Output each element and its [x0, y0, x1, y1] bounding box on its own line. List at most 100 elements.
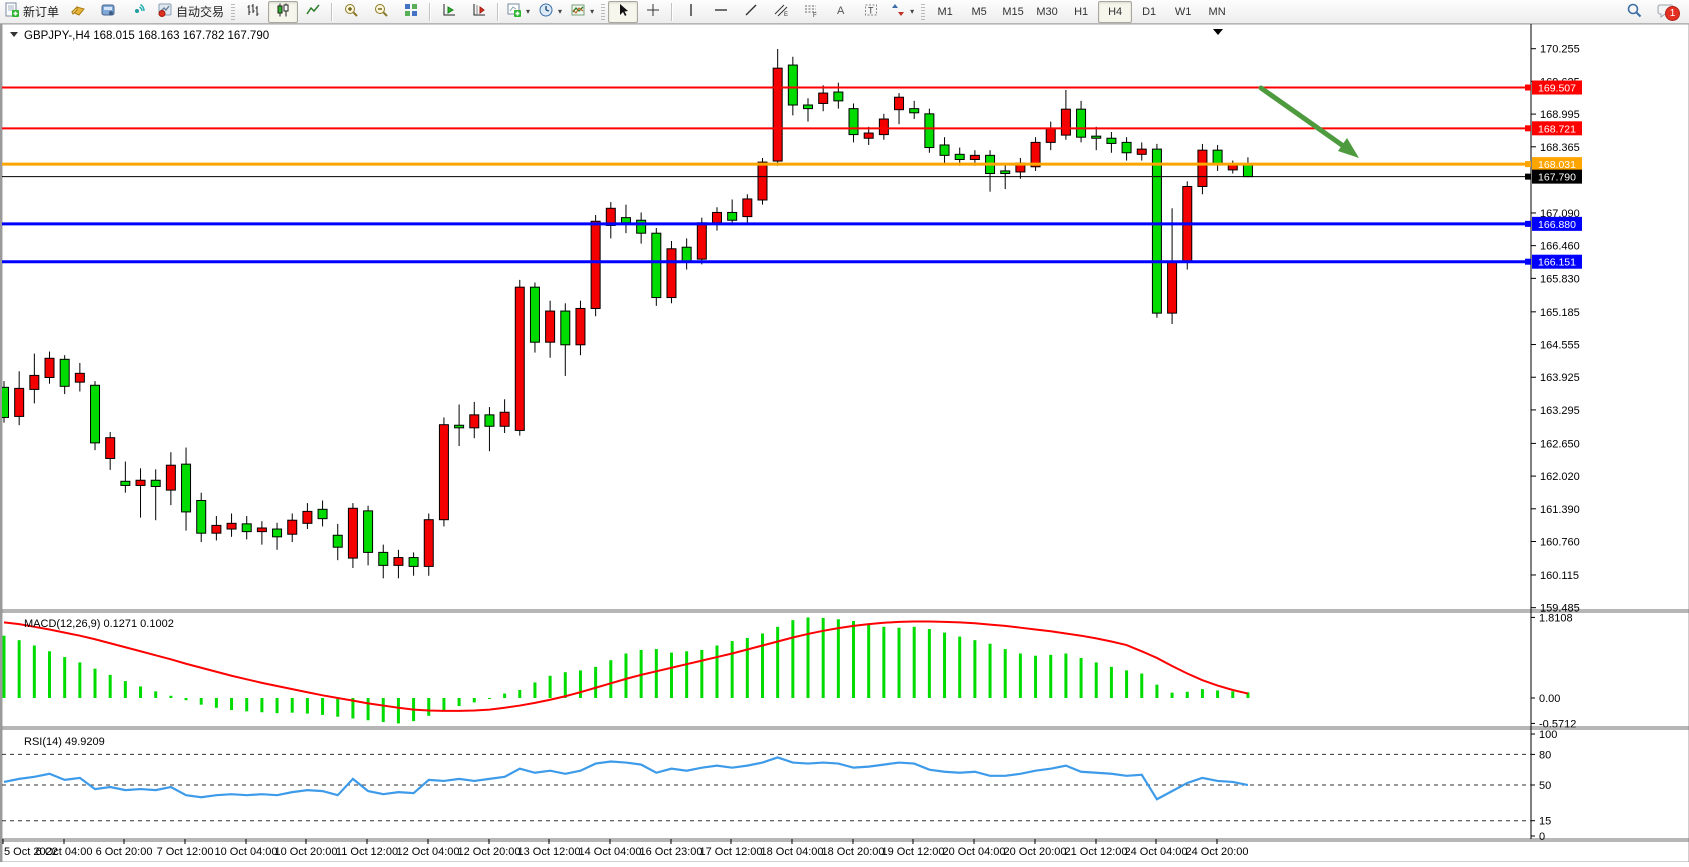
- shapes-icon: [890, 2, 906, 21]
- shapes-button[interactable]: ▾: [886, 1, 918, 23]
- new-order-button[interactable]: 新订单: [0, 1, 63, 23]
- new-order-icon: [4, 2, 20, 21]
- date-label: 6 Oct 20:00: [96, 846, 153, 858]
- notification-badge: 1: [1665, 5, 1680, 21]
- timeframe-h4[interactable]: H4: [1098, 0, 1133, 23]
- trendline-icon: [743, 2, 759, 21]
- bar-chart-icon: [245, 2, 261, 21]
- chart-menu-arrow[interactable]: [10, 32, 18, 37]
- macd-panel: [2, 617, 1250, 724]
- toolbar-grip[interactable]: [231, 3, 236, 20]
- timeframe-m30[interactable]: M30: [1036, 5, 1058, 18]
- label-button[interactable]: T: [856, 1, 886, 23]
- signal-button[interactable]: [123, 1, 153, 23]
- autotrade-button[interactable]: 自动交易: [153, 1, 228, 23]
- toolbar-grip[interactable]: [601, 3, 606, 20]
- date-label: 16 Oct 23:00: [640, 846, 703, 858]
- timeframe-m5[interactable]: M5: [971, 5, 987, 18]
- date-label: 19 Oct 12:00: [882, 846, 945, 858]
- date-label: 20 Oct 20:00: [1004, 846, 1067, 858]
- profiles-clock-button[interactable]: ▾: [534, 1, 566, 23]
- dropdown-arrow: ▾: [526, 7, 531, 16]
- zoom-in-icon: [343, 2, 359, 21]
- axis-label: 162.650: [1540, 438, 1580, 450]
- timeframe-h1[interactable]: H1: [1074, 5, 1089, 18]
- label-icon: T: [863, 2, 879, 21]
- bar-chart-button[interactable]: [238, 1, 268, 23]
- toolbar-grip[interactable]: [921, 3, 926, 20]
- zoom-in-button[interactable]: [336, 1, 366, 23]
- new-chart-button[interactable]: ▾: [502, 1, 534, 23]
- axis-label: 164.555: [1540, 340, 1580, 352]
- autotrade-icon: [157, 2, 173, 21]
- cursor-button[interactable]: [608, 0, 639, 23]
- axis-label: 168.995: [1540, 109, 1580, 121]
- date-label: 11 Oct 12:00: [336, 846, 398, 858]
- dropdown-arrow: ▾: [910, 7, 915, 16]
- new-order-label: 新订单: [23, 5, 60, 19]
- line-chart-button[interactable]: [298, 1, 328, 23]
- yellow-box-button[interactable]: [63, 1, 93, 23]
- price-chart-canvas[interactable]: 170.255169.625168.995168.365167.090166.4…: [0, 23, 1689, 863]
- date-label: 20 Oct 04:00: [943, 846, 1006, 858]
- chart-title: GBPJPY-,H4 168.015 168.163 167.782 167.7…: [24, 30, 269, 42]
- axis-label: 165.185: [1540, 307, 1580, 319]
- text-icon: A: [833, 2, 849, 21]
- timeframe-m1[interactable]: M1: [937, 5, 953, 18]
- candlestick-button[interactable]: [268, 0, 299, 23]
- auto-scroll-button[interactable]: [434, 1, 464, 23]
- trend-arrow[interactable]: [1258, 85, 1352, 153]
- search-button[interactable]: [1619, 1, 1649, 23]
- signal-icon: [130, 2, 146, 21]
- zoom-group: [336, 0, 426, 23]
- zoom-out-button[interactable]: [366, 1, 396, 23]
- notifications-button[interactable]: 1: [1649, 1, 1683, 23]
- text-button[interactable]: A: [826, 1, 856, 23]
- trendline-button[interactable]: [736, 1, 766, 23]
- rsi-label: RSI(14) 49.9209: [24, 736, 105, 748]
- rsi-line: [3, 756, 1249, 801]
- timeframe-d1[interactable]: D1: [1142, 5, 1157, 18]
- chart-tools-group: ▾ ▾ ▾: [502, 0, 598, 23]
- svg-text:F: F: [813, 13, 817, 18]
- fibonacci-icon: F: [803, 2, 819, 21]
- timeframe-m15[interactable]: M15: [1002, 5, 1024, 18]
- chart-shift-button[interactable]: [464, 1, 494, 23]
- tile-windows-icon: [403, 2, 419, 21]
- axis-label: -0.5712: [1539, 718, 1576, 730]
- date-label: 10 Oct 20:00: [275, 846, 338, 858]
- price-badge-label: 168.721: [1538, 123, 1576, 135]
- zoom-out-icon: [373, 2, 389, 21]
- price-badge-label: 169.507: [1538, 83, 1576, 95]
- axis-label: 0: [1539, 831, 1545, 843]
- price-badge-label: 166.880: [1538, 219, 1576, 231]
- price-badge: [1532, 157, 1582, 172]
- axis-label: 161.390: [1540, 504, 1580, 516]
- horizontal-line-icon: [713, 2, 729, 21]
- tile-windows-button[interactable]: [396, 1, 426, 23]
- price-badge-label: 168.031: [1538, 159, 1576, 171]
- blue-window-icon: [100, 2, 116, 21]
- horizontal-line-button[interactable]: [706, 1, 736, 23]
- crosshair-button[interactable]: [638, 1, 668, 23]
- dropdown-arrow: ▾: [558, 7, 563, 16]
- channel-button[interactable]: E: [766, 1, 796, 23]
- svg-text:A: A: [837, 5, 845, 17]
- blue-window-button[interactable]: [93, 1, 123, 23]
- indicators-button[interactable]: ▾: [566, 1, 598, 23]
- chart-shift-marker[interactable]: [1213, 29, 1223, 35]
- new-chart-icon: [506, 2, 522, 21]
- timeframe-w1[interactable]: W1: [1174, 5, 1192, 18]
- date-label: 12 Oct 20:00: [458, 846, 521, 858]
- date-label: 24 Oct 04:00: [1125, 846, 1188, 858]
- vertical-line-icon: [683, 2, 699, 21]
- vertical-line-button[interactable]: [676, 1, 706, 23]
- right-group: 1: [1619, 0, 1683, 23]
- timeframe-mn[interactable]: MN: [1208, 5, 1226, 18]
- axis-label: 163.925: [1540, 372, 1580, 384]
- date-label: 5 Oct 2022: [4, 846, 58, 858]
- fibonacci-button[interactable]: F: [796, 1, 826, 23]
- axis-label: 80: [1539, 749, 1551, 761]
- date-label: 24 Oct 20:00: [1186, 846, 1249, 858]
- axis-label: 159.485: [1540, 603, 1580, 615]
